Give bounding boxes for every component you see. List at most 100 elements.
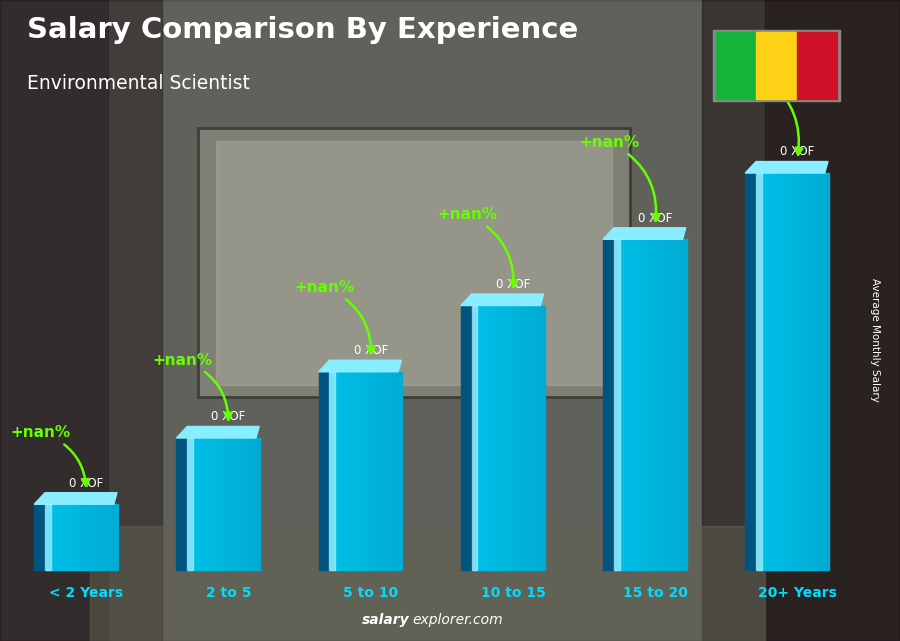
Text: < 2 Years: < 2 Years — [50, 586, 123, 600]
Bar — [74, 504, 77, 570]
Bar — [657, 239, 661, 570]
Polygon shape — [745, 173, 756, 570]
Bar — [55, 504, 58, 570]
Bar — [802, 173, 805, 570]
Text: +nan%: +nan% — [722, 62, 802, 154]
Bar — [474, 306, 477, 570]
Bar — [363, 372, 366, 570]
Text: salary: salary — [362, 613, 410, 627]
Bar — [628, 239, 632, 570]
Bar — [626, 239, 629, 570]
Bar — [202, 438, 205, 570]
Polygon shape — [176, 426, 259, 438]
Bar — [493, 306, 497, 570]
Bar — [64, 504, 68, 570]
Bar — [209, 438, 212, 570]
Bar — [498, 306, 501, 570]
Bar — [780, 173, 783, 570]
Bar — [702, 0, 900, 641]
Bar — [816, 173, 819, 570]
Bar — [539, 306, 542, 570]
Bar — [525, 306, 527, 570]
Text: 15 to 20: 15 to 20 — [623, 586, 688, 600]
Bar — [373, 372, 376, 570]
Bar — [226, 438, 229, 570]
Bar — [346, 372, 349, 570]
Bar — [811, 173, 814, 570]
Bar — [399, 372, 402, 570]
Bar — [107, 504, 111, 570]
Bar — [526, 306, 530, 570]
Bar — [503, 306, 506, 570]
Bar — [95, 504, 99, 570]
Bar — [510, 306, 513, 570]
Bar — [197, 438, 200, 570]
Bar — [213, 438, 217, 570]
Text: Environmental Scientist: Environmental Scientist — [27, 74, 250, 93]
Bar — [339, 372, 342, 570]
Bar — [650, 239, 653, 570]
Bar — [233, 438, 236, 570]
Bar — [491, 306, 494, 570]
Bar — [795, 173, 797, 570]
Bar — [768, 173, 771, 570]
Bar — [818, 173, 822, 570]
Bar — [204, 438, 207, 570]
Bar — [489, 306, 491, 570]
Bar — [676, 239, 680, 570]
Bar — [789, 173, 793, 570]
Bar — [361, 372, 364, 570]
Bar — [187, 438, 193, 570]
Bar — [759, 173, 761, 570]
Bar — [508, 306, 511, 570]
Bar — [255, 438, 257, 570]
Text: 0 XOF: 0 XOF — [780, 146, 814, 158]
Bar — [387, 372, 391, 570]
Polygon shape — [319, 372, 329, 570]
Bar — [84, 504, 86, 570]
Bar — [806, 173, 810, 570]
Bar — [804, 173, 807, 570]
Text: +nan%: +nan% — [295, 280, 374, 353]
Bar — [770, 173, 774, 570]
Bar — [216, 438, 220, 570]
Polygon shape — [461, 306, 472, 570]
Text: +nan%: +nan% — [153, 353, 231, 420]
Bar — [756, 173, 760, 570]
Bar — [809, 173, 812, 570]
Text: +nan%: +nan% — [437, 207, 517, 287]
Bar — [228, 438, 231, 570]
Bar — [532, 306, 535, 570]
Polygon shape — [319, 360, 401, 372]
Bar — [671, 239, 675, 570]
Text: 0 XOF: 0 XOF — [212, 410, 246, 423]
Bar — [230, 438, 234, 570]
Bar — [76, 504, 79, 570]
Bar — [59, 504, 63, 570]
Bar — [256, 438, 260, 570]
Bar — [674, 239, 677, 570]
Bar — [652, 239, 655, 570]
Bar — [785, 173, 788, 570]
Bar — [654, 239, 658, 570]
Polygon shape — [461, 294, 544, 306]
Bar — [198, 128, 630, 397]
Bar — [392, 372, 395, 570]
Bar — [329, 372, 333, 570]
Bar — [621, 239, 625, 570]
Bar — [242, 438, 246, 570]
Bar — [45, 504, 49, 570]
Bar — [796, 173, 800, 570]
Bar — [220, 438, 224, 570]
Bar — [397, 372, 400, 570]
Bar — [86, 504, 89, 570]
Bar — [643, 239, 646, 570]
Bar — [618, 239, 622, 570]
Bar — [206, 438, 210, 570]
Bar — [0, 0, 108, 641]
Bar — [631, 239, 634, 570]
Bar — [370, 372, 374, 570]
Bar — [825, 173, 829, 570]
Bar — [662, 239, 665, 570]
Text: 0 XOF: 0 XOF — [354, 344, 388, 357]
